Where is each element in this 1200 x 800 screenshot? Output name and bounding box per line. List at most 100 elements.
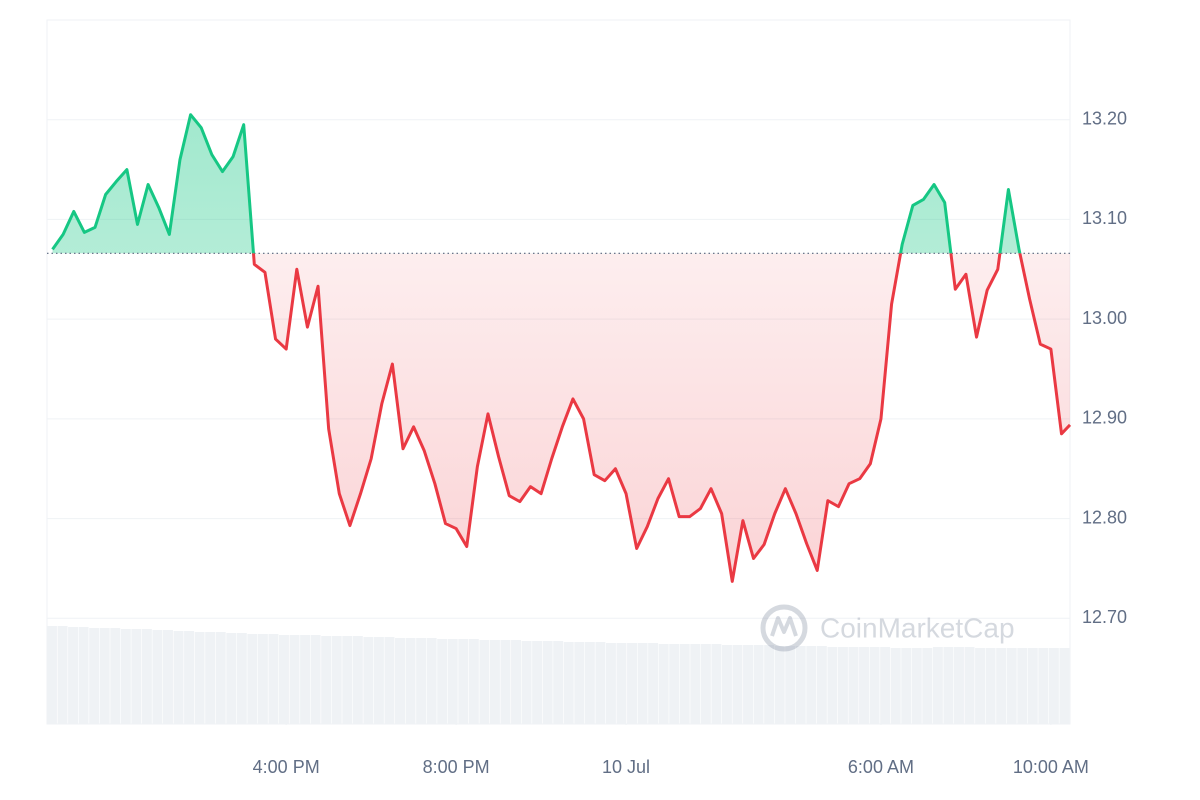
- volume-bar: [1059, 648, 1070, 724]
- volume-bar: [489, 640, 500, 724]
- volume-bar: [658, 644, 669, 724]
- volume-bar: [743, 645, 754, 724]
- y-tick-label: 12.70: [1082, 607, 1127, 627]
- volume-bar: [331, 636, 342, 724]
- watermark-logo: [760, 604, 808, 652]
- area-up: [52, 114, 1070, 254]
- volume-bar: [89, 628, 100, 724]
- volume-bar: [268, 634, 279, 724]
- volume-bar: [627, 643, 637, 724]
- volume-bar: [141, 629, 152, 724]
- volume-bar: [890, 648, 901, 724]
- volume-bar: [753, 645, 764, 724]
- volume-bar: [163, 630, 173, 724]
- volume-bar: [405, 638, 416, 724]
- x-tick-label: 4:00 PM: [253, 757, 320, 777]
- volume-bar: [363, 637, 374, 724]
- price-line-up: [51, 113, 1022, 254]
- volume-bar: [700, 644, 711, 724]
- volume-bar: [869, 647, 880, 724]
- volume-bar: [184, 631, 195, 724]
- volume-bar: [57, 626, 68, 724]
- volume-bar: [785, 646, 796, 724]
- volume-bar: [205, 632, 216, 724]
- y-tick-label: 13.10: [1082, 208, 1127, 228]
- volume-bar: [173, 631, 184, 724]
- volume-bar: [975, 648, 986, 724]
- y-tick-label: 12.80: [1082, 507, 1127, 527]
- volume-bar: [795, 646, 806, 724]
- volume-bar: [563, 642, 574, 724]
- volume-bar: [373, 637, 384, 724]
- price-line-down: [251, 253, 1072, 583]
- volume-bar: [985, 648, 996, 724]
- volume-bar: [458, 639, 469, 724]
- volume-bars: [47, 626, 1070, 724]
- volume-bar: [637, 643, 648, 724]
- lines: [47, 113, 1072, 583]
- volume-bar: [131, 629, 142, 724]
- volume-bar: [584, 642, 595, 724]
- x-tick-label: 10:00 AM: [1013, 757, 1089, 777]
- volume-bar: [68, 627, 79, 724]
- volume-bar: [236, 633, 247, 724]
- volume-bar: [384, 637, 395, 724]
- volume-bar: [78, 627, 89, 724]
- volume-bar: [1048, 648, 1059, 724]
- volume-bar: [953, 647, 964, 724]
- volume-bar: [690, 644, 701, 724]
- volume-bar: [257, 634, 268, 724]
- volume-bar: [532, 641, 543, 724]
- x-tick-label: 10 Jul: [602, 757, 650, 777]
- volume-bar: [1006, 648, 1017, 724]
- volume-bar: [721, 645, 732, 724]
- volume-bar: [911, 648, 922, 724]
- volume-bar: [226, 633, 237, 724]
- volume-bar: [648, 643, 659, 724]
- y-tick-label: 12.90: [1082, 408, 1127, 428]
- volume-bar: [901, 648, 912, 724]
- volume-bar: [732, 645, 743, 724]
- watermark-logo-m: [770, 616, 798, 637]
- volume-bar: [215, 632, 226, 724]
- volume-bar: [859, 647, 870, 724]
- volume-bar: [426, 638, 437, 724]
- volume-bar: [47, 626, 57, 724]
- area-down: [253, 253, 1070, 582]
- volume-bar: [194, 632, 205, 724]
- volume-bar: [764, 645, 775, 724]
- volume-bar: [595, 642, 606, 724]
- volume-bar: [943, 647, 954, 724]
- volume-bar: [321, 636, 332, 724]
- volume-bar: [500, 640, 511, 724]
- volume-bar: [616, 643, 627, 724]
- volume-bar: [996, 648, 1007, 724]
- x-tick-label: 8:00 PM: [423, 757, 490, 777]
- volume-bar: [816, 646, 827, 724]
- volume-bar: [447, 639, 458, 724]
- labels: 12.70 12.80 12.90 13.00 13.10 13.20 4:00 PM 8:0…: [253, 108, 1127, 776]
- volume-bar: [342, 636, 353, 724]
- volume-bar: [511, 640, 521, 724]
- volume-bar: [279, 635, 289, 724]
- volume-bar: [964, 647, 975, 724]
- volume-bar: [110, 628, 121, 724]
- volume-bar: [880, 647, 891, 724]
- volume-bar: [99, 628, 110, 724]
- area: [52, 114, 1070, 582]
- volume-bar: [848, 647, 859, 724]
- volume-bar: [806, 646, 817, 724]
- watermark: CoinMarketCap: [760, 604, 1015, 652]
- volume-bar: [774, 646, 785, 724]
- volume-bar: [468, 639, 479, 724]
- volume-bar: [574, 642, 585, 724]
- volume-bar: [352, 636, 363, 724]
- volume-bar: [300, 635, 311, 724]
- volume-bar: [922, 648, 933, 724]
- volume-bar: [837, 647, 848, 724]
- volume-bar: [416, 638, 427, 724]
- volume-bar: [542, 641, 553, 724]
- volume-bar: [1038, 648, 1049, 724]
- volume-bar: [827, 647, 838, 724]
- x-tick-label: 6:00 AM: [848, 757, 914, 777]
